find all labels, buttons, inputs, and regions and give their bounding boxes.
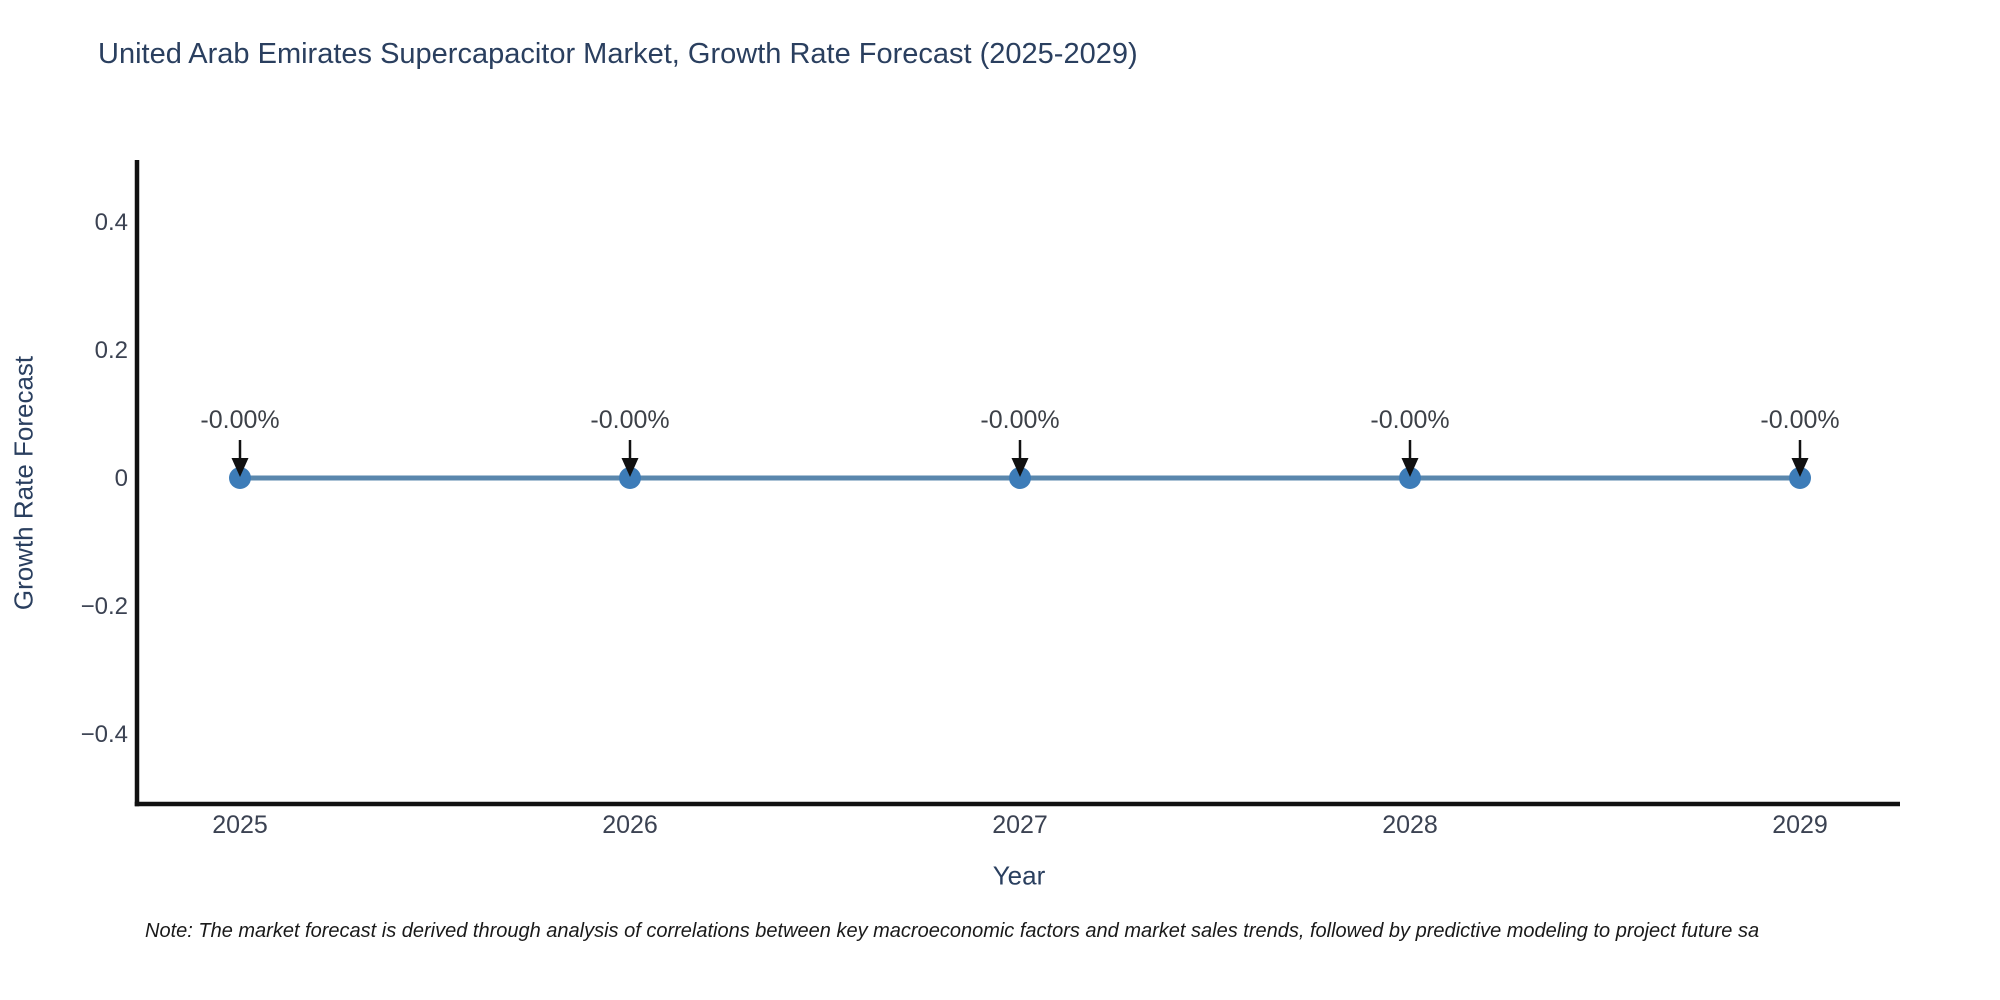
annotation-label-2028: -0.00% [1370, 406, 1449, 434]
annotation-label-2025: -0.00% [200, 406, 279, 434]
x-tick-label-2026: 2026 [602, 811, 658, 839]
data-point-2028 [1399, 467, 1421, 489]
annotation-label-2027: -0.00% [980, 406, 1059, 434]
data-point-2029 [1789, 467, 1811, 489]
annotation-arrow-head [231, 458, 249, 477]
annotation-arrow-head [1401, 458, 1419, 477]
y-axis-title: Growth Rate Forecast [8, 355, 39, 611]
y-tick-label-0.4: 0.4 [95, 209, 128, 236]
y-tick-label-0: 0 [115, 465, 128, 492]
x-tick-label-2025: 2025 [212, 811, 268, 839]
data-point-2026 [619, 467, 641, 489]
x-axis-title: Year [992, 860, 1046, 891]
annotation-arrow-head [1791, 458, 1809, 477]
annotation-label-2029: -0.00% [1760, 406, 1839, 434]
annotation-arrow-head [621, 458, 639, 477]
y-tick-label-−0.4: −0.4 [81, 721, 128, 748]
annotation-label-2026: -0.00% [590, 406, 669, 434]
data-point-2025 [229, 467, 251, 489]
y-tick-label-0.2: 0.2 [95, 337, 128, 364]
x-tick-label-2028: 2028 [1382, 811, 1438, 839]
annotation-arrow-head [1011, 458, 1029, 477]
x-tick-label-2027: 2027 [992, 811, 1048, 839]
footnote: Note: The market forecast is derived thr… [145, 920, 1760, 942]
y-tick-label-−0.2: −0.2 [81, 593, 128, 620]
data-point-2027 [1009, 467, 1031, 489]
chart-title: United Arab Emirates Supercapacitor Mark… [98, 38, 1138, 70]
x-tick-label-2029: 2029 [1772, 811, 1828, 839]
